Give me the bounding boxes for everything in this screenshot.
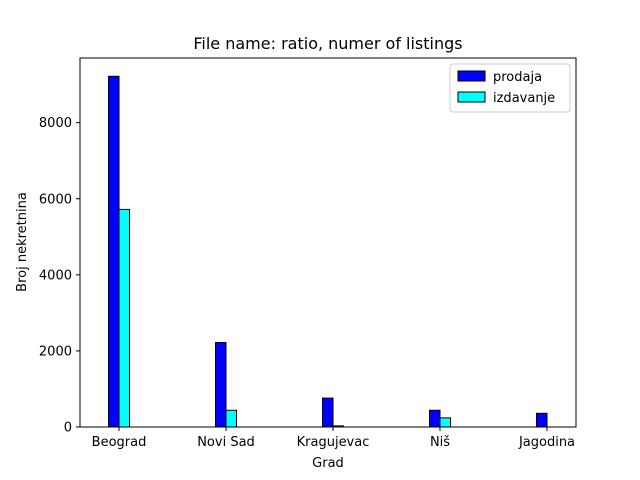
x-tick-label: Novi Sad: [197, 435, 255, 450]
bars-group: [108, 75, 548, 428]
plot-frame: [79, 57, 577, 428]
y-tick-label: 0: [64, 421, 72, 436]
x-axis: Beograd Novi Sad Kragujevac Niš Jagodina: [92, 427, 575, 450]
y-tick-label: 2000: [39, 344, 72, 359]
legend: prodaja izdavanje: [449, 63, 571, 113]
bar-prodaja-4: [536, 412, 548, 428]
x-tick-label: Jagodina: [518, 435, 575, 450]
legend-label-prodaja: prodaja: [493, 70, 542, 85]
y-axis-title: Broj nekretnina: [15, 192, 30, 292]
y-axis: 0 2000 4000 6000 8000: [39, 116, 80, 436]
bar-izdavanje-1: [225, 409, 237, 428]
x-tick-label: Niš: [430, 435, 450, 450]
bar-prodaja-0: [108, 75, 120, 428]
bar-prodaja-2: [322, 397, 334, 428]
chart-title: File name: ratio, numer of listings: [193, 34, 462, 53]
bar-prodaja-1: [215, 342, 227, 428]
bar-prodaja-3: [429, 409, 441, 428]
bar-izdavanje-0: [118, 208, 130, 428]
legend-label-izdavanje: izdavanje: [493, 91, 555, 106]
y-tick-label: 4000: [39, 268, 72, 283]
legend-swatch-izdavanje: [457, 91, 486, 103]
x-tick-label: Kragujevac: [297, 435, 370, 450]
y-tick-label: 6000: [39, 192, 72, 207]
x-tick-label: Beograd: [92, 435, 147, 450]
bar-izdavanje-3: [439, 417, 451, 428]
x-axis-title: Grad: [312, 456, 344, 471]
y-tick-label: 8000: [39, 116, 72, 131]
legend-swatch-prodaja: [457, 70, 486, 82]
